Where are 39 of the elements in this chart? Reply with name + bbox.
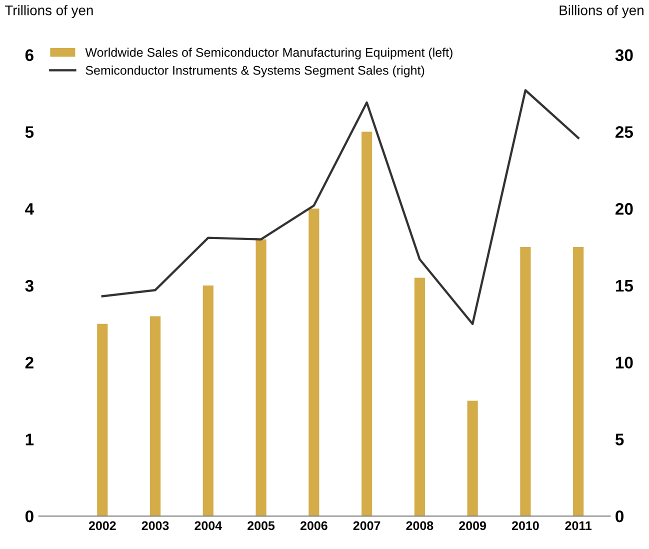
line-series <box>101 89 580 326</box>
y2-axis-title: Billions of yen <box>560 5 644 18</box>
x-tick-label: 2009 <box>459 521 486 530</box>
y2-tick-label: 15 <box>616 280 633 292</box>
bar <box>362 132 372 516</box>
legend-label: Semiconductor Instruments & Systems Segment Sales (right) <box>86 66 424 78</box>
x-tick-label: 2005 <box>248 521 275 530</box>
bar <box>97 324 108 516</box>
y-tick-label: 1 <box>26 434 34 446</box>
y-tick-label: 3 <box>25 280 34 292</box>
bar <box>520 247 531 516</box>
bar <box>202 285 214 516</box>
bar <box>414 278 425 516</box>
y-tick-label: 4 <box>25 203 34 215</box>
y-tick-label: 5 <box>25 126 34 138</box>
x-tick-label: 2010 <box>512 521 539 530</box>
x-tick-label: 2003 <box>142 521 169 530</box>
bar <box>256 239 266 516</box>
y-axis-title: Trillions of yen <box>4 5 93 18</box>
y2-tick-label: 0 <box>616 510 624 522</box>
legend-label: Worldwide Sales of Semiconductor Manufacturing Equipment (left) <box>85 48 452 60</box>
y2-tick-label: 20 <box>616 203 633 215</box>
x-tick-label: 2008 <box>406 521 434 530</box>
x-tick-label: 2006 <box>300 521 328 530</box>
bar <box>150 316 161 516</box>
y2-tick-label: 5 <box>615 434 624 446</box>
y2-tick-label: 25 <box>616 126 633 138</box>
y-tick-label: 6 <box>25 49 34 62</box>
y-tick-label: 2 <box>25 356 34 368</box>
y2-tick-label: 30 <box>615 49 633 62</box>
bar <box>467 400 478 516</box>
x-tick-label: 2007 <box>353 521 380 530</box>
y-tick-label: 0 <box>25 510 34 522</box>
x-tick-label: 2002 <box>88 521 116 530</box>
bar <box>573 247 584 516</box>
x-tick-label: 2004 <box>194 521 222 530</box>
y2-tick-label: 10 <box>616 356 633 369</box>
x-tick-label: 2011 <box>565 521 592 530</box>
bar <box>308 208 320 516</box>
